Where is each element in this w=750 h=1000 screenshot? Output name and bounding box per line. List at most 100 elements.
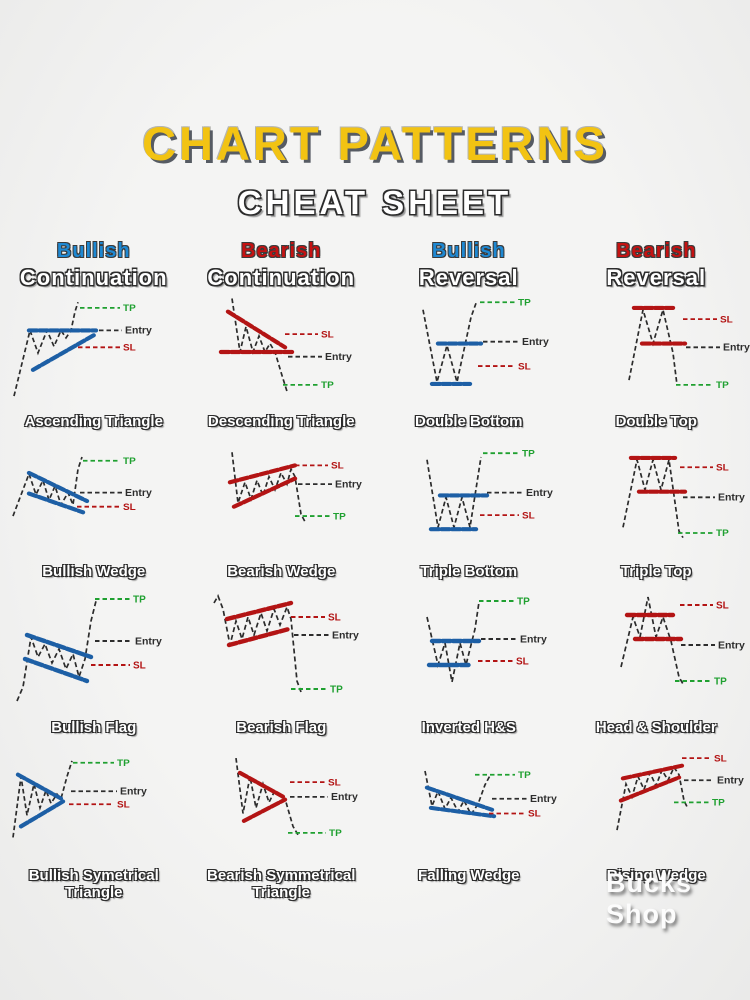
level-label-entry: Entry	[332, 629, 359, 641]
level-label-sl: SL	[714, 753, 727, 764]
pattern-chart: SL Entry TP	[621, 455, 745, 539]
pattern-cell-ascending-triangle: TP Entry SL Ascending Triangle	[0, 291, 188, 441]
pattern-cell-bearish-symmetrical: SL Entry TP Bearish Symmetrical Triangle	[188, 747, 376, 923]
level-label-sl: SL	[328, 777, 341, 788]
trend-line-red	[241, 797, 287, 823]
column-type-label: Continuation	[19, 264, 168, 290]
level-label-sl: SL	[123, 502, 136, 513]
pattern-name-line1: Falling Wedge	[418, 866, 520, 884]
column-type-label: Reversal	[418, 264, 519, 290]
column-tone-label: Bullish	[56, 239, 131, 262]
level-label-sl: SL	[516, 656, 529, 667]
pattern-name: Ascending Triangle	[25, 413, 163, 430]
pattern-chart: SL Entry TP	[218, 298, 352, 392]
price-line	[13, 301, 80, 396]
trend-line-blue	[19, 799, 66, 829]
pattern-name: Bearish Wedge	[227, 563, 335, 580]
pattern-chart: SL Entry TP	[227, 451, 362, 522]
level-label-tp: TP	[123, 456, 136, 467]
level-label-sl: SL	[123, 343, 136, 354]
pattern-chart: SL Entry TP	[615, 753, 744, 830]
trend-line-red	[231, 476, 297, 509]
pattern-name-line1: Bearish Symmetrical	[207, 866, 356, 884]
pattern-name-line1: Bullish Wedge	[42, 562, 146, 580]
pattern-name: Head & Shoulder	[596, 719, 717, 736]
pattern-name: Double Bottom	[415, 413, 522, 430]
pattern-name-line2: Triangle	[64, 883, 123, 901]
level-label-sl: SL	[716, 600, 729, 611]
trend-line-blue	[425, 785, 495, 812]
level-label-tp: TP	[333, 511, 346, 522]
pattern-name-line1: Double Top	[615, 412, 697, 430]
price-line	[426, 601, 481, 682]
level-label-entry: Entry	[135, 635, 162, 647]
trend-line-red	[224, 600, 293, 621]
level-label-entry: Entry	[717, 775, 744, 786]
level-label-sl: SL	[528, 809, 541, 820]
pattern-name-line1: Head & Shoulder	[595, 718, 717, 736]
trend-line-blue	[23, 656, 90, 683]
pattern-chart: SL Entry TP	[213, 593, 359, 695]
level-label-tp: TP	[123, 303, 136, 314]
level-label-tp: TP	[117, 758, 130, 769]
pattern-chart: TP Entry SL	[12, 456, 152, 517]
trend-line-blue	[27, 491, 86, 515]
pattern-name-line1: Triple Bottom	[420, 562, 518, 580]
pattern-cell-bullish-symetrical: TP Entry SL Bullish Symetrical Triangle	[0, 747, 188, 923]
price-line	[627, 309, 678, 385]
level-label-tp: TP	[517, 596, 530, 607]
level-label-entry: Entry	[125, 488, 152, 499]
pattern-name: Bullish Symetrical Triangle	[29, 867, 159, 902]
pattern-chart: TP Entry SL	[424, 770, 557, 820]
trend-line-red	[227, 463, 297, 485]
level-label-tp: TP	[329, 828, 342, 839]
trend-line-red	[618, 775, 681, 803]
pattern-name-line1: Double Bottom	[415, 412, 523, 430]
level-label-entry: Entry	[520, 633, 547, 645]
level-label-tp: TP	[321, 380, 334, 391]
level-label-entry: Entry	[331, 792, 358, 803]
trend-line-blue	[25, 632, 94, 659]
level-label-tp: TP	[330, 684, 343, 695]
pattern-name: Bullish Wedge	[42, 563, 145, 580]
pattern-cell-double-top: SL Entry TP Double Top	[563, 291, 750, 441]
level-label-entry: Entry	[530, 794, 557, 805]
price-line	[426, 456, 483, 528]
pattern-grid: TP Entry SL Ascending Triangle SL Entry TP Desc…	[0, 291, 750, 923]
level-label-tp: TP	[716, 528, 729, 539]
pattern-name-line1: Inverted H&S	[421, 718, 516, 736]
pattern-name-line2: Triangle	[252, 883, 310, 901]
pattern-chart: SL Entry TP	[619, 596, 745, 687]
level-label-tp: TP	[133, 594, 146, 605]
level-label-tp: TP	[518, 770, 531, 781]
pattern-chart: TP Entry SL	[426, 596, 547, 682]
trend-line-blue	[27, 470, 90, 503]
column-header-bearish-continuation: Bearish Continuation	[188, 240, 376, 291]
pattern-cell-falling-wedge: TP Entry SL Falling Wedge	[375, 747, 563, 923]
poster-subtitle: CHEAT SHEET	[237, 183, 513, 221]
column-type-label: Reversal	[606, 264, 707, 290]
pattern-cell-bearish-flag: SL Entry TP Bearish Flag	[188, 589, 376, 747]
pattern-chart: SL Entry TP	[234, 757, 358, 839]
price-line	[230, 298, 288, 392]
price-line	[213, 593, 302, 692]
price-line	[422, 302, 478, 382]
level-label-sl: SL	[716, 463, 729, 474]
column-header-bullish-continuation: Bullish Continuation	[0, 240, 188, 291]
pattern-cell-bullish-flag: TP Entry SL Bullish Flag	[0, 589, 188, 747]
level-label-tp: TP	[522, 448, 535, 459]
pattern-name-line1: Bullish Flag	[51, 718, 137, 736]
trend-line-red	[237, 770, 287, 800]
level-label-sl: SL	[720, 314, 733, 325]
column-tone-label: Bearish	[616, 239, 697, 262]
pattern-chart: SL Entry TP	[627, 305, 750, 391]
column-tone-label: Bullish	[431, 239, 506, 262]
trend-line-blue	[31, 332, 97, 372]
level-label-sl: SL	[328, 612, 341, 623]
pattern-name: Rising Wedge	[607, 867, 706, 884]
